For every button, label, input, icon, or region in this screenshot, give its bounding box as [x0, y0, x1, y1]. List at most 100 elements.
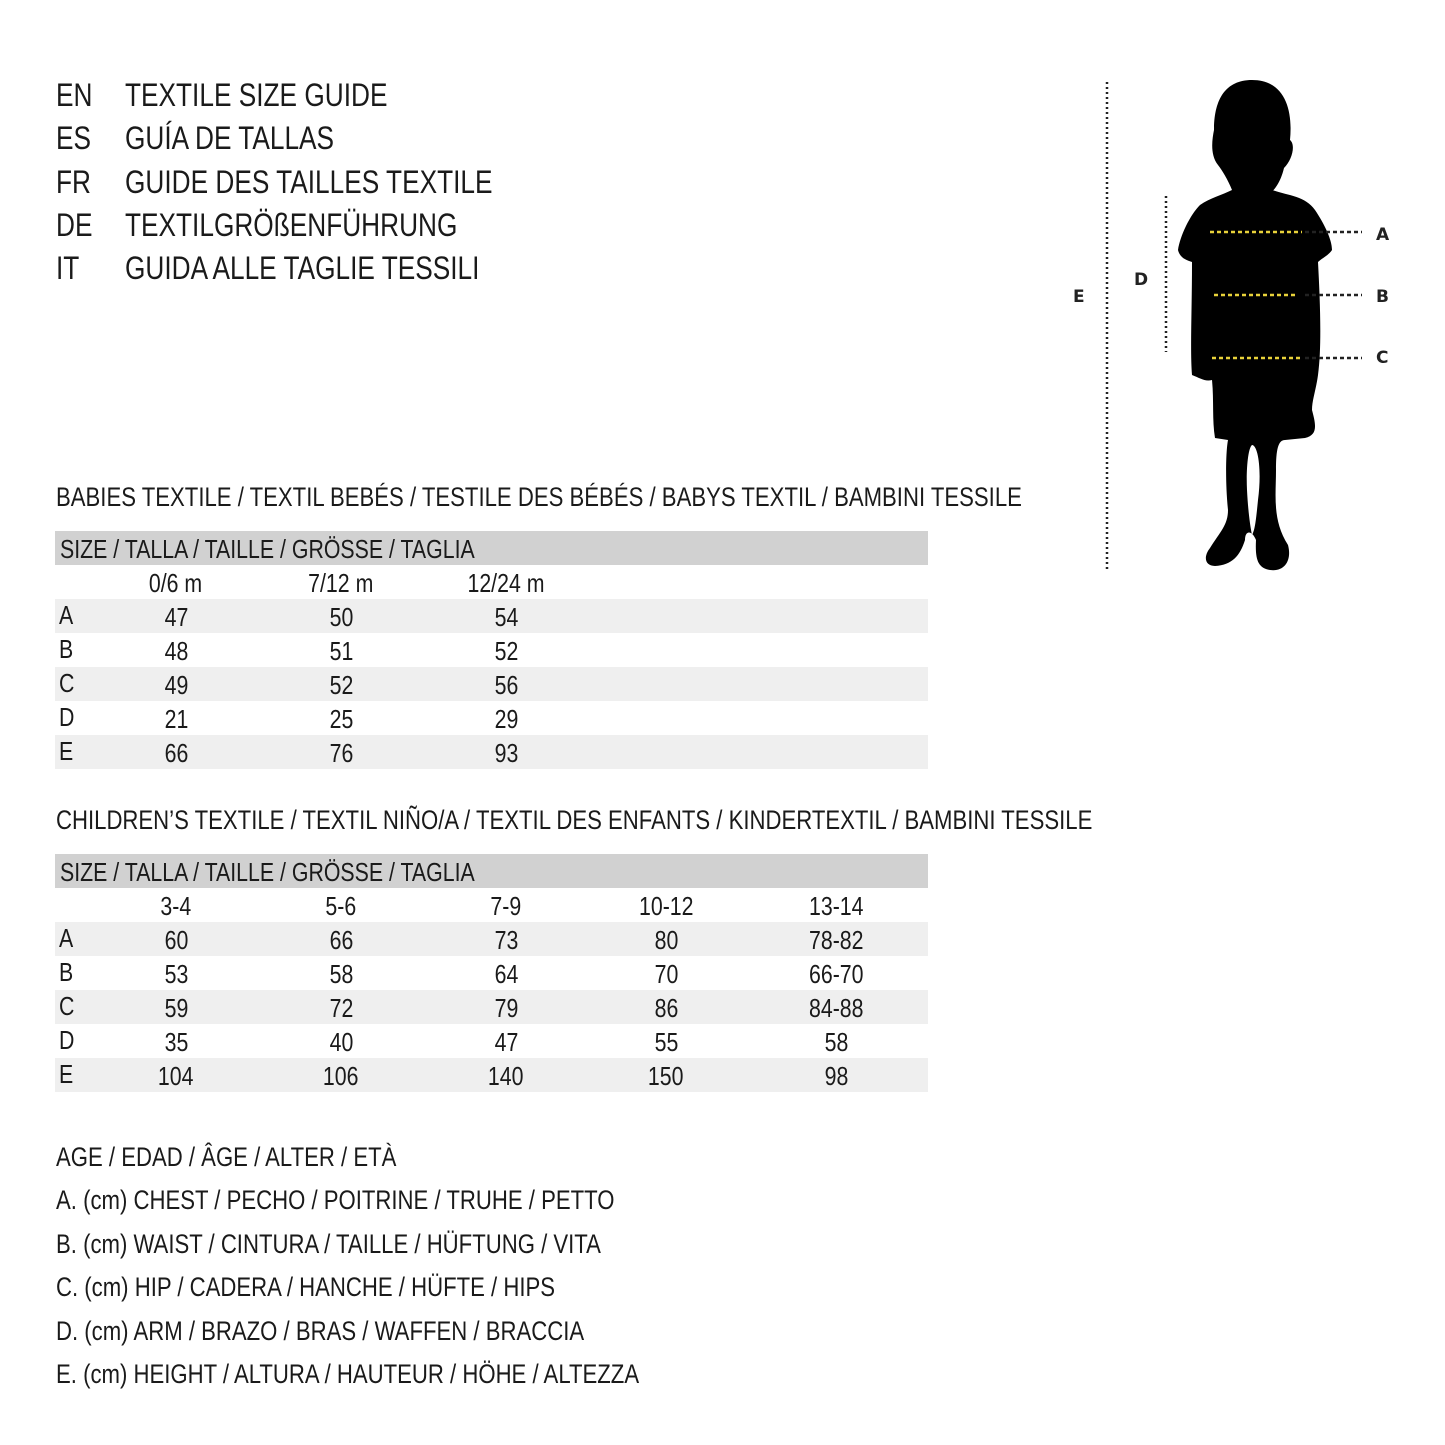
table-row: D 21 25 29: [55, 701, 928, 735]
text: AGE / EDAD / ÂGE / ALTER / ETÀ: [56, 1142, 397, 1172]
babies-size-table: SIZE / TALLA / TAILLE / GRÖSSE / TAGLIA 0…: [55, 531, 928, 769]
text: 150: [648, 1061, 684, 1091]
text: 84-88: [808, 993, 864, 1023]
text: 7/12 m: [308, 568, 374, 598]
text: 35: [164, 1027, 188, 1057]
text: 3-4: [160, 891, 192, 921]
legend-item: D. (cm) ARM / BRAZO / BRAS / WAFFEN / BR…: [56, 1314, 700, 1348]
table-cell: 29: [446, 701, 566, 737]
row-label: C: [59, 988, 78, 1024]
table-cell: 98: [776, 1058, 896, 1094]
text: 66: [164, 738, 188, 768]
table-cell: 66-70: [776, 956, 896, 992]
column-header: 0/6 m: [116, 565, 236, 601]
table-cell: 106: [281, 1058, 401, 1094]
text: B: [59, 634, 74, 664]
text: 7-9: [490, 891, 522, 921]
table-cell: 58: [776, 1024, 896, 1060]
table-cell: 53: [116, 956, 236, 992]
text: GUIDE DES TAILLES TEXTILE: [125, 163, 493, 200]
table-cell: 72: [281, 990, 401, 1026]
text: E: [59, 736, 74, 766]
text: ES: [56, 120, 92, 157]
table-column-headers: 3-4 5-6 7-9 10-12 13-14: [55, 888, 928, 922]
children-size-table: SIZE / TALLA / TAILLE / GRÖSSE / TAGLIA 3…: [55, 854, 928, 1092]
table-cell: 59: [116, 990, 236, 1026]
table-cell: 78-82: [776, 922, 896, 958]
text: GUIDA ALLE TAGLIE TESSILI: [125, 250, 480, 287]
legend-item: A. (cm) CHEST / PECHO / POITRINE / TRUHE…: [56, 1183, 737, 1217]
row-label: B: [59, 631, 76, 667]
label-e: E: [1073, 287, 1085, 307]
table-cell: 80: [606, 922, 726, 958]
language-code: ES: [56, 118, 99, 158]
table-cell: 76: [281, 735, 401, 771]
text: 50: [329, 602, 353, 632]
text: 80: [654, 925, 678, 955]
text: 55: [654, 1027, 678, 1057]
text: 47: [494, 1027, 518, 1057]
table-cell: 66: [116, 735, 236, 771]
text: 5-6: [325, 891, 357, 921]
text: EN: [56, 77, 93, 113]
text: 58: [824, 1027, 848, 1057]
text: C: [59, 991, 75, 1021]
text: DE: [56, 206, 93, 243]
table-cell: 54: [446, 599, 566, 635]
language-title: TEXTILE SIZE GUIDE: [125, 75, 445, 115]
text: IT: [56, 250, 80, 287]
text: 72: [329, 993, 353, 1023]
table-cell: 86: [606, 990, 726, 1026]
text: SIZE / TALLA / TAILLE / GRÖSSE / TAGLIA: [60, 534, 475, 564]
text: 58: [329, 959, 353, 989]
child-silhouette: [1178, 80, 1332, 571]
text: TEXTILE SIZE GUIDE: [125, 77, 388, 113]
text: 13-14: [808, 891, 864, 921]
table-cell: 104: [116, 1058, 236, 1094]
child-silhouette-figure: A B C D E: [1073, 80, 1390, 571]
text: A: [59, 923, 74, 953]
column-header: 13-14: [776, 888, 896, 924]
row-label: A: [59, 920, 76, 956]
text: 98: [824, 1061, 848, 1091]
legend-item: AGE / EDAD / ÂGE / ALTER / ETÀ: [56, 1140, 471, 1174]
text: 93: [494, 738, 518, 768]
table-cell: 52: [446, 633, 566, 669]
text: 106: [323, 1061, 359, 1091]
babies-section-title: BABIES TEXTILE / TEXTIL BEBÉS / TESTILE …: [56, 480, 1234, 514]
text: 49: [164, 670, 188, 700]
table-cell: 21: [116, 701, 236, 737]
table-cell: 25: [281, 701, 401, 737]
table-cell: 52: [281, 667, 401, 703]
language-title: TEXTILGRÖßENFÜHRUNG: [125, 205, 530, 245]
table-cell: 47: [116, 599, 236, 635]
table-row: C 49 52 56: [55, 667, 928, 701]
text: 140: [488, 1061, 524, 1091]
table-cell: 56: [446, 667, 566, 703]
text: FR: [56, 163, 91, 200]
table-row: E 66 76 93: [55, 735, 928, 769]
text: D: [59, 1025, 75, 1055]
column-header: 5-6: [281, 888, 401, 924]
text: 60: [164, 925, 188, 955]
legend-item: C. (cm) HIP / CADERA / HANCHE / HÜFTE / …: [56, 1270, 665, 1304]
table-cell: 84-88: [776, 990, 896, 1026]
column-header: 7-9: [446, 888, 566, 924]
column-header: 10-12: [606, 888, 726, 924]
row-label: D: [59, 1022, 78, 1058]
table-cell: 79: [446, 990, 566, 1026]
text: A: [59, 600, 74, 630]
table-row: B 53 58 64 70 66-70: [55, 956, 928, 990]
row-label: E: [59, 1056, 76, 1092]
text: SIZE / TALLA / TAILLE / GRÖSSE / TAGLIA: [60, 857, 475, 887]
table-cell: 49: [116, 667, 236, 703]
label-a: A: [1376, 225, 1390, 245]
text: 104: [158, 1061, 194, 1091]
text: 70: [654, 959, 678, 989]
row-label: A: [59, 597, 76, 633]
children-title-text: CHILDREN’S TEXTILE / TEXTIL NIÑO/A / TEX…: [56, 805, 1093, 835]
label-c: C: [1376, 348, 1388, 368]
language-code: DE: [56, 205, 100, 245]
row-label: C: [59, 665, 78, 701]
text: C. (cm) HIP / CADERA / HANCHE / HÜFTE / …: [56, 1272, 556, 1303]
